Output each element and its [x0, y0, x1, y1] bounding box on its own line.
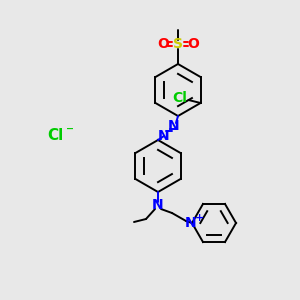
Text: N: N	[158, 129, 170, 143]
Text: S: S	[173, 37, 183, 51]
Text: O: O	[187, 37, 199, 51]
Text: N: N	[168, 119, 180, 133]
Text: ⁻: ⁻	[66, 124, 74, 140]
Text: O: O	[157, 37, 169, 51]
Text: +: +	[194, 213, 204, 223]
Text: Cl: Cl	[47, 128, 63, 142]
Text: N: N	[152, 198, 164, 212]
Text: N: N	[185, 216, 197, 230]
Text: Cl: Cl	[172, 91, 187, 105]
